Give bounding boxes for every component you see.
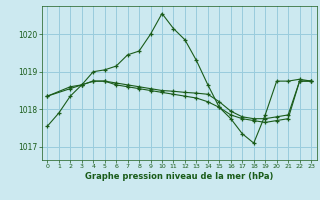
X-axis label: Graphe pression niveau de la mer (hPa): Graphe pression niveau de la mer (hPa) (85, 172, 273, 181)
